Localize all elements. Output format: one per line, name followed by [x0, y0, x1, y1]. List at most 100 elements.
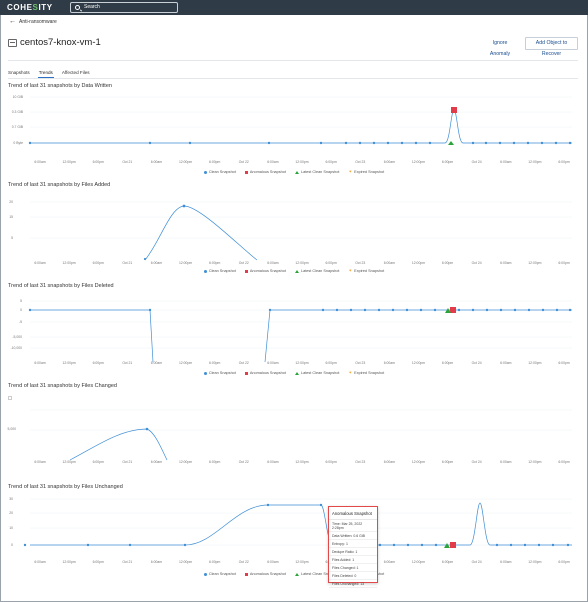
x-tick-label: 6:00am	[500, 261, 511, 265]
clean-snapshot-point	[568, 308, 572, 312]
x-tick-label: 12:00pm	[179, 361, 192, 365]
y-tick-label: -10,000	[11, 346, 23, 350]
chart-title-files-unchanged: Trend of last 31 snapshots by Files Unch…	[8, 484, 123, 490]
legend-data-written: Clean Snapshot Anomalous Snapshot Latest C…	[0, 169, 588, 174]
x-tick-label: 12:00pm	[179, 160, 192, 164]
x-tick-label: 6:00pm	[558, 560, 569, 564]
legend-item-expired[interactable]: ✶Expired Snapshot	[348, 268, 384, 273]
clean-snapshot-point	[526, 141, 530, 145]
clean-snapshot-point	[457, 308, 461, 312]
x-tick-label: 6:00am	[151, 460, 162, 464]
latest-clean-triangle-icon	[294, 572, 299, 576]
anomalous-snapshot-point	[450, 307, 456, 313]
x-tick-label: 6:00am	[500, 560, 511, 564]
legend-label: Expired Snapshot	[354, 371, 385, 375]
x-tick-label: Oct 21	[122, 261, 132, 265]
latest-clean-triangle-icon	[294, 371, 299, 375]
legend-item-expired[interactable]: ✶Expired Snapshot	[348, 370, 385, 375]
x-tick-label: 6:00am	[384, 261, 395, 265]
legend-label: Latest Clean Snapshot	[300, 572, 340, 576]
legend-item-latest-clean[interactable]: Latest Clean Snapshot	[294, 170, 340, 174]
x-tick-label: 6:00pm	[558, 460, 569, 464]
series-line-clean	[30, 309, 572, 363]
clean-snapshot-point	[551, 543, 555, 547]
chart-title-files-added: Trend of last 31 snapshots by Files Adde…	[8, 182, 111, 188]
logo-prefix: COHE	[7, 3, 33, 12]
checkbox-icon[interactable]	[8, 396, 12, 400]
x-tick-label: 12:00pm	[63, 160, 76, 164]
legend-item-latest-clean[interactable]: Latest Clean Snapshot	[294, 572, 340, 576]
clean-snapshot-point	[378, 543, 382, 547]
x-tick-label: 6:00pm	[209, 261, 220, 265]
clean-snapshot-point	[499, 308, 503, 312]
back-arrow-icon: ←	[9, 18, 16, 25]
legend-item-anomalous[interactable]: Anomalous Snapshot	[244, 170, 286, 174]
add-object-to-recover-button[interactable]: Add Object to Recover	[525, 37, 578, 57]
y-tick-label: 0	[20, 308, 22, 312]
x-tick-label: Oct 22	[239, 560, 249, 564]
legend-item-anomalous[interactable]: Anomalous Snapshot	[244, 572, 286, 576]
clean-snapshot-point	[498, 141, 502, 145]
legend-item-latest-clean[interactable]: Latest Clean Snapshot	[294, 269, 339, 273]
clean-snapshot-point	[400, 141, 404, 145]
tab-affected-files[interactable]: Affected Files	[61, 70, 90, 75]
y-tick-label: 10 GiB	[13, 95, 24, 99]
x-tick-label: 6:00pm	[93, 361, 104, 365]
x-tick-label: 6:00am	[500, 160, 511, 164]
x-tick-label: 12:00pm	[295, 361, 308, 365]
tooltip-row-entropy: Entropy: 1	[329, 540, 377, 548]
legend-item-anomalous[interactable]: Anomalous Snapshot	[244, 371, 286, 375]
tab-trends[interactable]: Trends	[37, 70, 55, 78]
legend-item-clean[interactable]: Clean Snapshot	[203, 170, 236, 174]
cohesity-logo[interactable]: COHESITY	[7, 2, 53, 13]
x-tick-label: 6:00am	[34, 261, 45, 265]
anomalous-snapshot-point	[451, 107, 457, 113]
clean-snapshot-point	[344, 141, 348, 145]
anomalous-square-icon	[244, 269, 248, 273]
legend-item-anomalous[interactable]: Anomalous Snapshot	[244, 269, 286, 273]
x-tick-label: 12:00pm	[179, 560, 192, 564]
x-tick-label: 12:00pm	[63, 560, 76, 564]
clean-snapshot-point	[363, 308, 367, 312]
latest-clean-snapshot-point	[448, 141, 454, 145]
x-tick-label: Oct 24	[472, 361, 482, 365]
x-tick-label: Oct 24	[472, 261, 482, 265]
search-input[interactable]: Search	[70, 2, 178, 13]
clean-snapshot-point	[541, 308, 545, 312]
legend-item-clean[interactable]: Clean Snapshot	[203, 572, 236, 576]
x-tick-label: 6:00am	[151, 160, 162, 164]
x-tick-label: Oct 22	[239, 361, 249, 365]
y-tick-label: -5,000	[12, 335, 22, 339]
clean-snapshot-point	[266, 503, 270, 507]
clean-snapshot-point	[414, 141, 418, 145]
x-tick-label: 12:00pm	[528, 160, 541, 164]
series-line-clean	[144, 205, 258, 261]
chart-data-written: 10 GiB 0.3 GiB 0.7 GiB 0 Byte 6:00am 12:00pm 6…	[12, 95, 572, 164]
legend-item-clean[interactable]: Clean Snapshot	[203, 371, 236, 375]
clean-snapshot-point	[485, 308, 489, 312]
legend-item-clean[interactable]: Clean Snapshot	[203, 269, 236, 273]
x-tick-label: 6:00am	[500, 460, 511, 464]
y-tick-label: 0 Byte	[13, 141, 23, 145]
y-tick-label: 15	[9, 215, 13, 219]
clean-snapshot-point	[433, 308, 437, 312]
x-tick-label: 12:00pm	[412, 261, 425, 265]
ignore-anomaly-button[interactable]: Ignore Anomaly	[489, 40, 511, 57]
clean-snapshot-point	[23, 543, 27, 547]
latest-clean-snapshot-point	[444, 543, 450, 548]
x-tick-label: 6:00pm	[209, 160, 220, 164]
clean-snapshot-point	[319, 503, 323, 507]
y-tick-label: 0.7 GiB	[12, 125, 24, 129]
clean-snapshot-point	[428, 141, 432, 145]
x-tick-label: 6:00pm	[209, 361, 220, 365]
legend-label: Latest Clean Snapshot	[300, 170, 340, 174]
legend-item-latest-clean[interactable]: Latest Clean Snapshot	[294, 371, 339, 375]
chart-files-unchanged: 30 20 10 0 6:00am 12:00pm 6:00pm Oct 21 6:00am 12…	[9, 497, 572, 564]
legend-item-expired[interactable]: ✶Expired Snapshot	[348, 169, 384, 174]
x-tick-label: 6:00pm	[325, 460, 336, 464]
clean-snapshot-point	[182, 204, 186, 208]
x-tick-label: Oct 21	[122, 160, 132, 164]
page-title: centos7-knox-vm-1	[20, 37, 101, 48]
back-link[interactable]: ← Anti-ransomware	[9, 18, 57, 25]
tab-snapshots[interactable]: Snapshots	[8, 70, 30, 75]
